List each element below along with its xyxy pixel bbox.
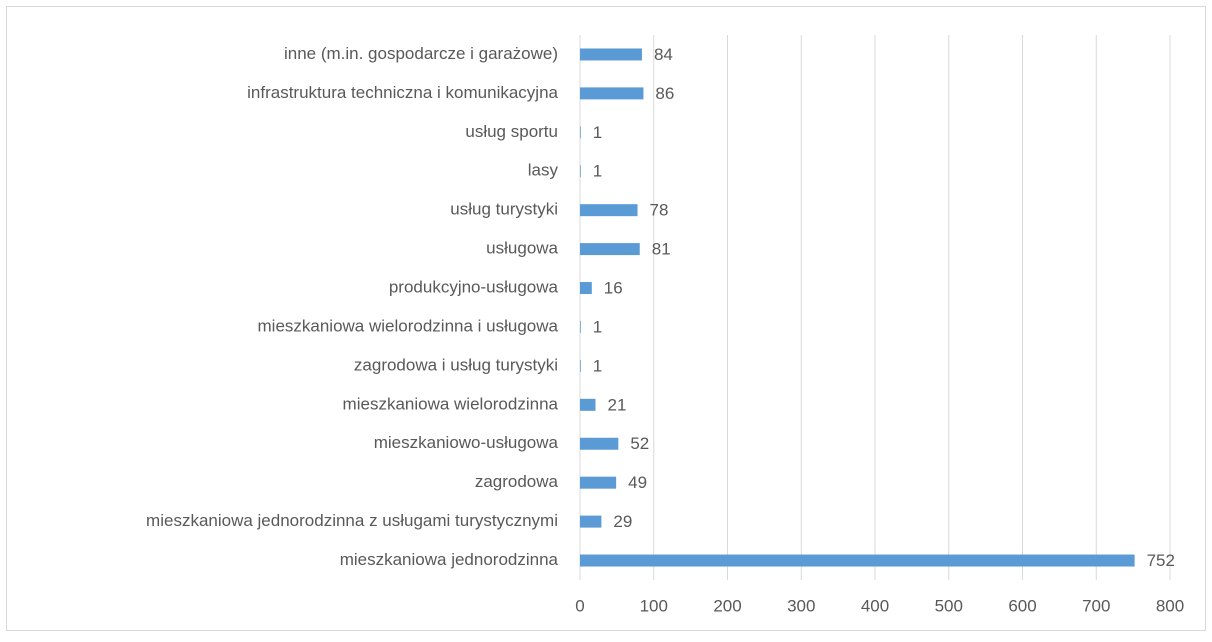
data-label: 81 (652, 240, 671, 259)
x-tick-label: 400 (861, 596, 889, 615)
data-label: 52 (630, 434, 649, 453)
bar (580, 282, 592, 295)
bar (580, 87, 644, 100)
data-label: 752 (1147, 551, 1175, 570)
y-tick-label: mieszkaniowo-usługowa (374, 433, 559, 452)
y-tick-label: mieszkaniowa wielorodzinna (343, 394, 559, 413)
x-tick-label: 200 (713, 596, 741, 615)
data-label: 16 (604, 279, 623, 298)
y-tick-label: mieszkaniowa jednorodzinna z usługami tu… (146, 511, 558, 530)
y-tick-label: mieszkaniowa wielorodzinna i usługowa (258, 316, 559, 335)
chart-frame (6, 6, 1206, 631)
x-tick-label: 100 (640, 596, 668, 615)
x-tick-label: 500 (935, 596, 963, 615)
y-tick-label: inne (m.in. gospodarcze i garażowe) (284, 44, 558, 63)
data-label: 86 (655, 84, 674, 103)
y-tick-label: zagrodowa i usług turystyki (354, 355, 558, 374)
bar (580, 437, 619, 450)
y-tick-label: usługowa (486, 239, 558, 258)
data-label: 1 (593, 162, 602, 181)
x-tick-label: 300 (787, 596, 815, 615)
bar (580, 515, 602, 528)
bar (580, 126, 581, 139)
y-tick-label: usług turystyki (450, 200, 558, 219)
y-tick-label: lasy (528, 161, 559, 180)
y-tick-label: produkcyjno-usługowa (389, 278, 559, 297)
data-label: 49 (628, 473, 647, 492)
x-tick-label: 800 (1156, 596, 1184, 615)
y-tick-label: zagrodowa (475, 472, 559, 491)
x-tick-label: 600 (1008, 596, 1036, 615)
data-label: 1 (593, 317, 602, 336)
data-label: 1 (593, 356, 602, 375)
bar (580, 204, 638, 217)
data-label: 1 (593, 123, 602, 142)
data-label: 78 (650, 201, 669, 220)
data-label: 84 (654, 45, 673, 64)
bar (580, 48, 642, 61)
data-label: 29 (613, 512, 632, 531)
y-tick-label: infrastruktura techniczna i komunikacyjn… (247, 83, 558, 102)
bar (580, 320, 581, 333)
bar (580, 398, 596, 411)
bar (580, 476, 617, 489)
bar (580, 359, 581, 372)
bar (580, 165, 581, 178)
y-tick-label: usług sportu (465, 122, 558, 141)
bar (580, 243, 640, 256)
x-tick-label: 0 (575, 596, 584, 615)
x-tick-label: 700 (1082, 596, 1110, 615)
bar (580, 554, 1135, 567)
data-label: 21 (607, 395, 626, 414)
y-tick-label: mieszkaniowa jednorodzinna (340, 550, 559, 569)
